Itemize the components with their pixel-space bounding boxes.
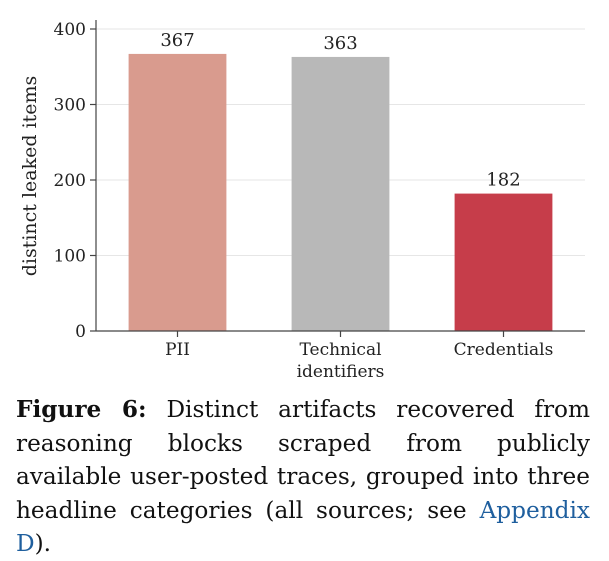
- caption-text: Distinct artifacts recovered from reason…: [16, 396, 591, 524]
- y-axis-title: distinct leaked items: [19, 76, 41, 277]
- x-tick-label: Credentials: [454, 340, 554, 360]
- x-tick-label: PII: [165, 340, 190, 360]
- bar: [454, 193, 553, 331]
- bars: [128, 53, 553, 332]
- y-tick-label: 400: [54, 20, 86, 40]
- figure-caption: Figure 6: Distinct artifacts recovered f…: [16, 393, 590, 561]
- data-labels: 367 363 182: [160, 30, 520, 191]
- data-label: 182: [486, 170, 520, 191]
- bar: [291, 56, 390, 332]
- y-tick-label: 200: [54, 171, 86, 191]
- x-tick-label: Technical: [299, 340, 381, 360]
- y-ticks: 0 100 200 300 400: [54, 20, 96, 342]
- data-label: 363: [323, 33, 357, 54]
- caption-end: ).: [34, 530, 52, 557]
- y-tick-label: 100: [54, 247, 86, 267]
- y-tick-label: 0: [75, 322, 86, 342]
- x-tick-label: identifiers: [297, 362, 385, 382]
- y-tick-label: 300: [54, 96, 86, 116]
- figure-label: Figure 6:: [16, 396, 147, 423]
- data-label: 367: [160, 30, 194, 51]
- bar: [128, 53, 227, 331]
- appendix-link[interactable]: Appendix D: [16, 496, 590, 558]
